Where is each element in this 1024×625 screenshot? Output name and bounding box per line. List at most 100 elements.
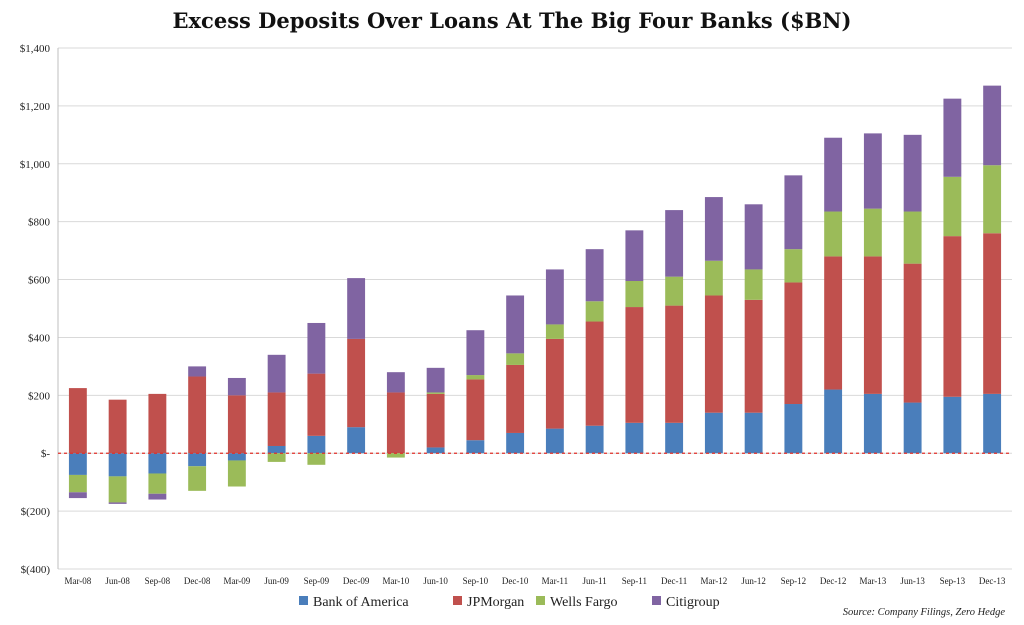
bar-citigroup-dec-11 [665, 210, 684, 277]
bar-citigroup-dec-10 [506, 295, 525, 354]
x-tick-label: Mar-09 [223, 576, 250, 586]
bar-citigroup-sep-10 [466, 330, 485, 376]
bar-citigroup-jun-12 [744, 204, 763, 270]
bar-bank-of-america-jun-12 [744, 412, 763, 454]
legend: Bank of America JPMorgan Wells Fargo Citigr… [299, 595, 720, 610]
bar-jpmorgan-jun-13 [903, 263, 922, 403]
y-tick-label: $400 [28, 332, 51, 344]
bar-citigroup-dec-12 [824, 137, 843, 212]
bar-bank-of-america-jun-11 [585, 425, 604, 454]
x-tick-label: Mar-10 [382, 576, 409, 586]
bar-bank-of-america-sep-10 [466, 440, 485, 454]
bar-wells-fargo-jun-10 [426, 392, 445, 394]
bar-bank-of-america-dec-09 [347, 427, 366, 454]
bar-bank-of-america-jun-10 [426, 447, 445, 454]
bar-bank-of-america-mar-13 [863, 393, 882, 454]
x-tick-label: Jun-11 [583, 576, 607, 586]
bar-wells-fargo-sep-09 [307, 453, 326, 465]
bar-jpmorgan-sep-12 [784, 282, 803, 405]
bar-citigroup-mar-10 [386, 372, 405, 393]
x-axis-ticks: Mar-08 Jun-08 Sep-08 Dec-08 Mar-09 Jun-09 Sep-… [64, 576, 1005, 586]
bar-citigroup-jun-13 [903, 134, 922, 212]
bar-wells-fargo-sep-08 [148, 473, 167, 494]
chart-title: Excess Deposits Over Loans At The Big Fo… [173, 8, 852, 33]
bar-jpmorgan-mar-10 [386, 392, 405, 454]
bar-citigroup-jun-09 [267, 354, 286, 393]
x-tick-label: Mar-11 [542, 576, 568, 586]
x-tick-label: Sep-13 [940, 576, 966, 586]
bar-wells-fargo-dec-11 [665, 276, 684, 306]
bar-wells-fargo-mar-10 [386, 453, 405, 458]
bar-jpmorgan-jun-12 [744, 299, 763, 413]
x-tick-label: Mar-12 [700, 576, 727, 586]
bar-bank-of-america-dec-08 [188, 453, 207, 467]
bar-wells-fargo-jun-08 [108, 476, 127, 503]
legend-label: Citigroup [666, 595, 720, 610]
bar-citigroup-mar-08 [68, 492, 87, 499]
legend-label: Bank of America [313, 595, 409, 610]
bar-citigroup-sep-08 [148, 493, 167, 500]
bar-bank-of-america-dec-10 [506, 432, 525, 454]
bar-wells-fargo-dec-10 [506, 353, 525, 365]
x-tick-label: Dec-12 [820, 576, 847, 586]
legend-swatch [299, 596, 308, 605]
legend-label: JPMorgan [467, 595, 524, 610]
bar-bank-of-america-sep-08 [148, 453, 167, 474]
x-tick-label: Jun-13 [900, 576, 925, 586]
bar-jpmorgan-dec-13 [983, 233, 1002, 394]
bar-wells-fargo-dec-12 [824, 211, 843, 257]
bar-jpmorgan-jun-08 [108, 399, 127, 454]
x-tick-label: Sep-09 [304, 576, 330, 586]
gridlines [57, 47, 1012, 570]
bar-jpmorgan-mar-12 [704, 295, 723, 413]
bar-group [68, 85, 1002, 504]
x-tick-label: Sep-11 [622, 576, 647, 586]
y-tick-label: $800 [28, 217, 51, 229]
x-tick-label: Sep-12 [781, 576, 807, 586]
bar-jpmorgan-sep-10 [466, 379, 485, 441]
bar-wells-fargo-sep-12 [784, 249, 803, 283]
bar-jpmorgan-sep-13 [943, 236, 962, 397]
bar-citigroup-jun-10 [426, 367, 445, 393]
bar-bank-of-america-sep-11 [625, 422, 644, 454]
x-tick-label: Jun-08 [105, 576, 130, 586]
legend-swatch [536, 596, 545, 605]
bar-wells-fargo-jun-13 [903, 211, 922, 264]
bar-wells-fargo-sep-10 [466, 375, 485, 380]
x-tick-label: Sep-10 [463, 576, 489, 586]
bar-citigroup-mar-13 [863, 133, 882, 209]
legend-swatch [652, 596, 661, 605]
y-tick-label: $(400) [21, 564, 51, 576]
x-tick-label: Jun-09 [264, 576, 289, 586]
y-tick-label: $(200) [21, 506, 51, 518]
bar-jpmorgan-mar-11 [545, 338, 564, 429]
bar-bank-of-america-jun-08 [108, 453, 127, 477]
y-tick-label: $200 [28, 390, 51, 402]
bar-jpmorgan-dec-12 [824, 256, 843, 390]
bar-bank-of-america-sep-12 [784, 404, 803, 454]
x-tick-label: Dec-09 [343, 576, 370, 586]
bar-citigroup-sep-13 [943, 98, 962, 177]
bar-citigroup-sep-11 [625, 230, 644, 282]
bar-citigroup-dec-13 [983, 85, 1002, 166]
bar-wells-fargo-dec-08 [188, 466, 207, 491]
x-tick-label: Dec-13 [979, 576, 1006, 586]
bar-jpmorgan-sep-08 [148, 393, 167, 454]
bar-jpmorgan-mar-08 [68, 388, 87, 454]
bar-citigroup-jun-08 [108, 502, 127, 504]
y-tick-label: $1,200 [20, 101, 51, 113]
bar-bank-of-america-mar-12 [704, 412, 723, 454]
bar-wells-fargo-jun-09 [267, 453, 286, 462]
bar-citigroup-mar-11 [545, 269, 564, 325]
bar-jpmorgan-sep-11 [625, 307, 644, 423]
bar-bank-of-america-dec-12 [824, 389, 843, 454]
bar-wells-fargo-jun-12 [744, 269, 763, 300]
source-note: Source: Company Filings, Zero Hedge [843, 607, 1006, 618]
bar-wells-fargo-jun-11 [585, 301, 604, 322]
x-tick-label: Sep-08 [145, 576, 171, 586]
bar-citigroup-sep-09 [307, 322, 326, 374]
bar-citigroup-dec-09 [347, 278, 366, 339]
bar-jpmorgan-dec-11 [665, 305, 684, 423]
bar-bank-of-america-jun-13 [903, 402, 922, 454]
